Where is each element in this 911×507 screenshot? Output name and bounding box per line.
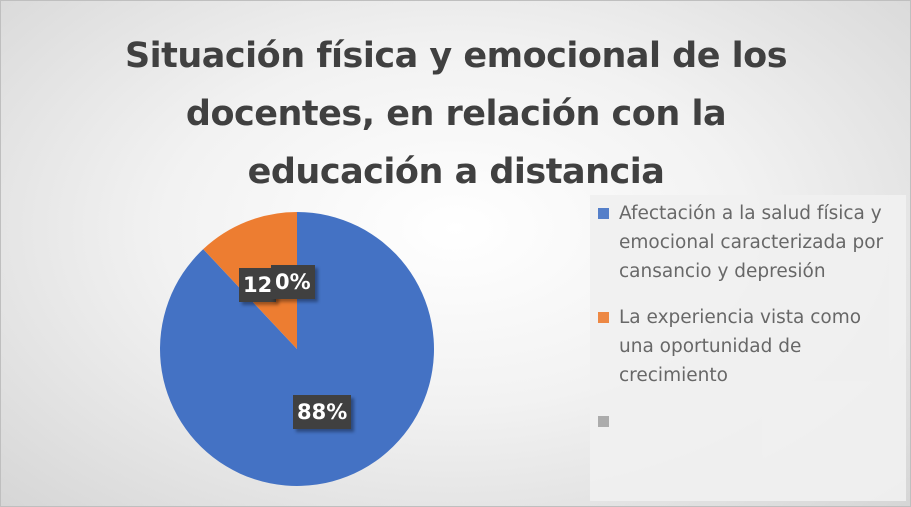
legend-item-1: Afectación a la salud física y emocional… xyxy=(598,199,898,286)
chart-title: Situación física y emocional de los doce… xyxy=(124,36,788,192)
legend-swatch-1 xyxy=(598,208,609,219)
legend-swatch-3 xyxy=(598,416,609,427)
legend-label-2: La experiencia vista como una oportunida… xyxy=(619,307,862,386)
legend-label-1: Afectación a la salud física y emocional… xyxy=(619,203,884,282)
legend-swatch-2 xyxy=(598,312,609,323)
pie-slice-1 xyxy=(160,212,435,486)
data-label-slice-1: 88% xyxy=(293,395,352,429)
data-label-slice-2: 12 xyxy=(239,268,277,302)
legend-item-2: La experiencia vista como una oportunida… xyxy=(598,303,898,390)
legend: Afectación a la salud física y emocional… xyxy=(590,195,906,501)
data-label-slice-3: 0% xyxy=(271,265,315,299)
